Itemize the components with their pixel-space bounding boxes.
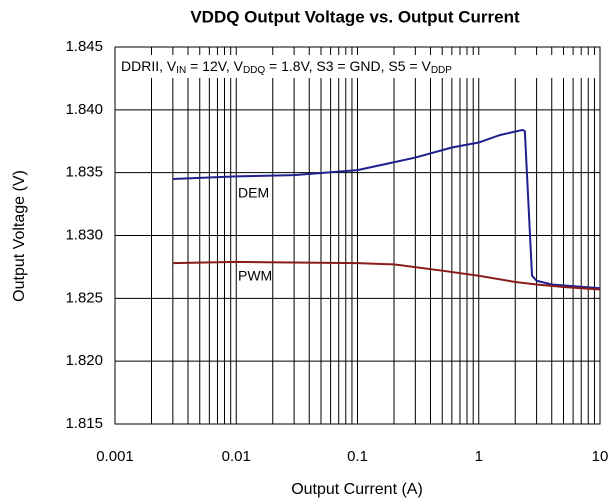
x-tick-label: 10 xyxy=(592,448,609,465)
y-tick-label: 1.830 xyxy=(65,226,103,243)
series-label: DEM xyxy=(238,185,269,201)
line-series xyxy=(172,260,601,291)
x-tick-label: 0.001 xyxy=(96,448,134,465)
y-tick-label: 1.845 xyxy=(65,38,103,55)
y-tick-label: 1.840 xyxy=(65,101,103,118)
y-tick-label: 1.820 xyxy=(65,352,103,369)
annotation-run: DDP xyxy=(431,65,452,76)
plot-frame xyxy=(114,46,601,425)
x-axis-label: Output Current (A) xyxy=(291,481,423,498)
line-series xyxy=(172,128,601,290)
y-tick-label: 1.825 xyxy=(65,289,103,306)
y-tick-label: 1.815 xyxy=(65,415,103,432)
y-axis-label: Output Voltage (V) xyxy=(11,170,28,302)
y-tick-label: 1.835 xyxy=(65,164,103,181)
x-tick-label: 0.01 xyxy=(222,448,251,465)
x-tick-label: 1 xyxy=(475,448,483,465)
series-label: PWM xyxy=(238,268,272,284)
chart-title: VDDQ Output Voltage vs. Output Current xyxy=(190,7,520,26)
x-tick-label: 0.1 xyxy=(347,448,368,465)
annotation-run: DDQ xyxy=(243,65,265,76)
annotation-run: = 12V, V xyxy=(186,58,243,74)
annotation: DDRII, VIN = 12V, VDDQ = 1.8V, S3 = GND,… xyxy=(121,58,452,76)
annotation-run: IN xyxy=(176,65,186,76)
annotation-run: DDRII, V xyxy=(121,58,177,74)
annotation-run: = 1.8V, S3 = GND, S5 = V xyxy=(265,58,431,74)
annotation-box xyxy=(118,55,597,78)
